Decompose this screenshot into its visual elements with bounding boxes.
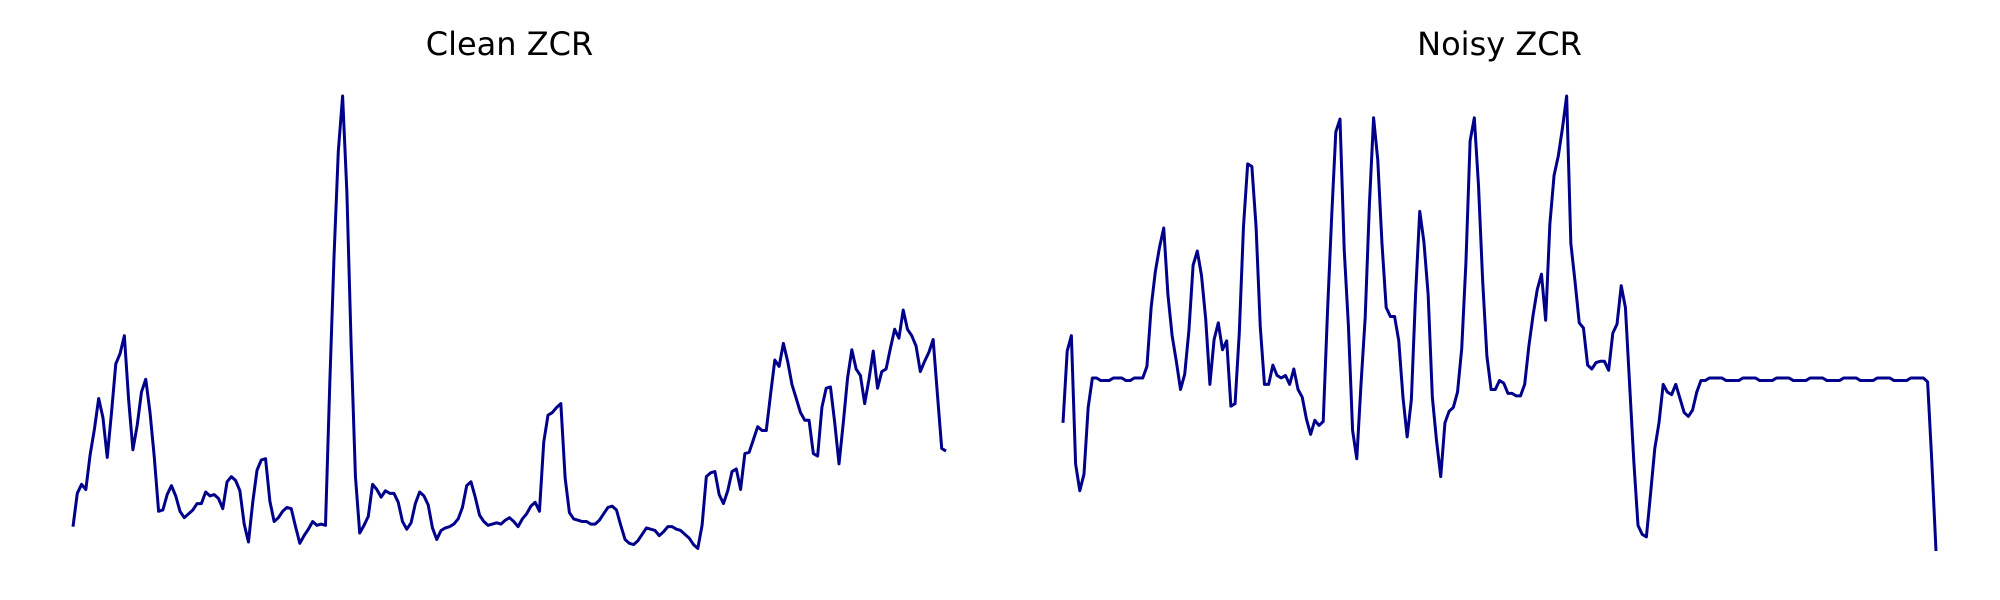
data-line xyxy=(71,94,947,550)
data-line xyxy=(1061,94,1938,552)
chart-title: Clean ZCR xyxy=(426,25,593,63)
chart-title: Noisy ZCR xyxy=(1417,25,1582,63)
